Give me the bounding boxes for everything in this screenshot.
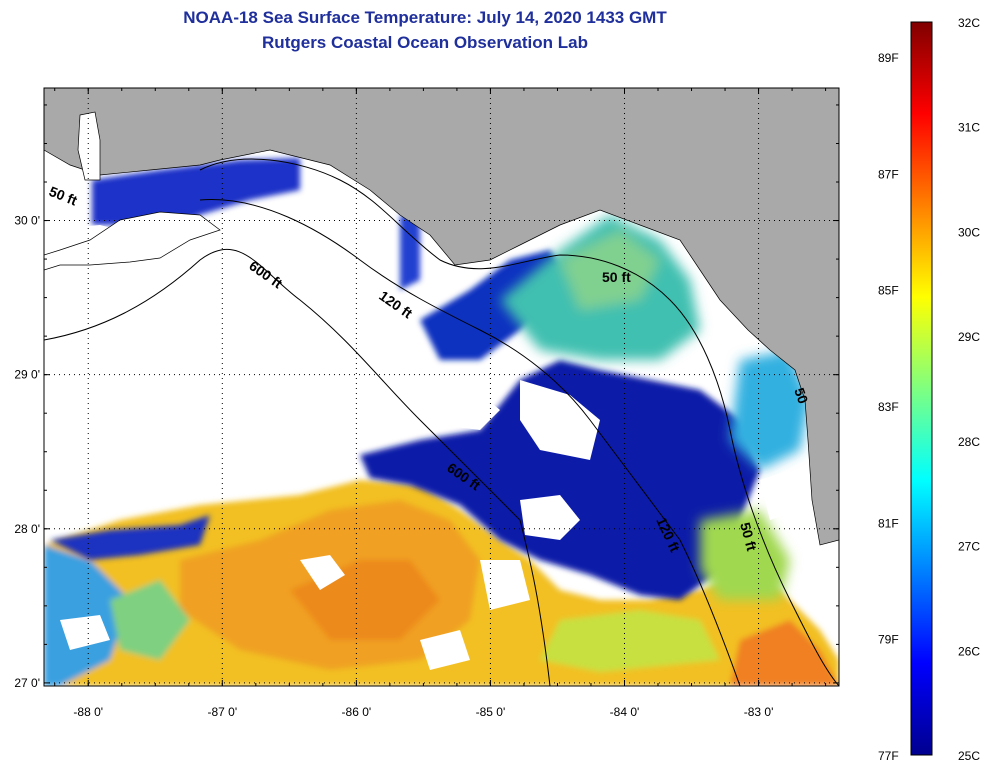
lat-tick-label: 28 0'	[14, 522, 40, 536]
lon-tick-label: -83 0'	[744, 705, 774, 719]
lon-tick-label: -87 0'	[207, 705, 237, 719]
lon-tick-label: -84 0'	[610, 705, 640, 719]
colorbar-fahrenheit-label: 81F	[878, 516, 899, 530]
colorbar-celsius-label: 31C	[958, 121, 980, 135]
colorbar-celsius-label: 30C	[958, 225, 980, 239]
colorbar-fahrenheit-label: 89F	[878, 51, 899, 65]
colorbar-celsius-label: 27C	[958, 540, 980, 554]
colorbar-gradient	[910, 21, 933, 756]
land-region	[44, 88, 839, 546]
lon-tick-label: -86 0'	[342, 705, 372, 719]
colorbar-fahrenheit-label: 85F	[878, 284, 899, 298]
lat-tick-label: 27 0'	[14, 676, 40, 690]
lon-tick-label: -85 0'	[476, 705, 506, 719]
colorbar-celsius-label: 25C	[958, 749, 980, 763]
cloud-patches	[44, 220, 800, 670]
colorbar-celsius-label: 28C	[958, 435, 980, 449]
map-title: NOAA-18 Sea Surface Temperature: July 14…	[183, 8, 667, 27]
colorbar-fahrenheit-label: 77F	[878, 749, 899, 763]
axis-ticks: -88 0' -87 0' -86 0' -85 0' -84 0' -83 0' 30 0…	[14, 88, 839, 719]
depth-contours	[44, 158, 839, 686]
lat-tick-label: 29 0'	[14, 368, 40, 382]
lon-tick-label: -88 0'	[73, 705, 103, 719]
contour-label: 50	[791, 386, 811, 406]
lat-tick-label: 30 0'	[14, 214, 40, 228]
colorbar-fahrenheit-label: 87F	[878, 167, 899, 181]
colorbar-labels: 32C 31C 30C 29C 28C 27C 26C 25C 89F 87F 85F 83F 81F 7…	[878, 16, 980, 763]
map-plot-area: 50 ft 600 ft 120 ft 50 ft 600 ft 120 ft …	[44, 88, 839, 686]
contour-label: 50 ft	[602, 269, 631, 285]
warm-water-region	[44, 480, 839, 686]
map-frame	[43, 87, 840, 687]
colorbar-fahrenheit-label: 79F	[878, 633, 899, 647]
colorbar-celsius-label: 26C	[958, 644, 980, 658]
map-subtitle: Rutgers Coastal Ocean Observation Lab	[262, 33, 588, 52]
colorbar-celsius-label: 29C	[958, 330, 980, 344]
shelf-water-region	[500, 215, 810, 600]
colorbar-fahrenheit-label: 83F	[878, 400, 899, 414]
colorbar-celsius-label: 32C	[958, 16, 980, 30]
temperature-colorbar: 32C 31C 30C 29C 28C 27C 26C 25C 89F 87F 85F 83F 81F 7…	[878, 16, 980, 763]
mobile-bay-outline	[77, 111, 101, 181]
